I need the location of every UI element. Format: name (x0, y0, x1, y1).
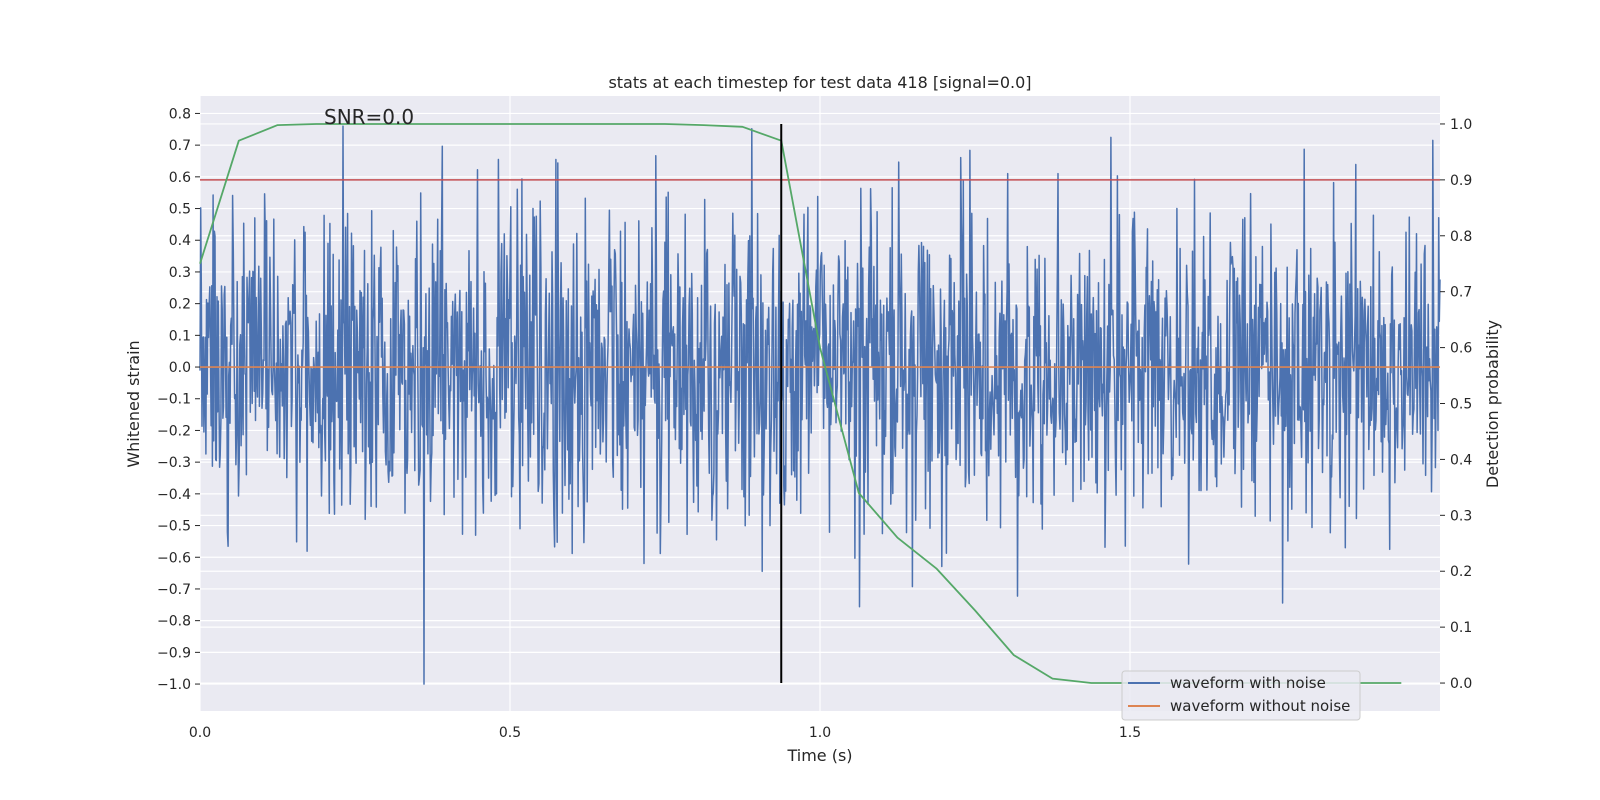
legend-box (1121, 670, 1361, 721)
y-tick-label: −0.7 (157, 582, 191, 598)
y-tick-label: −0.6 (157, 550, 191, 566)
x-tick-label: 1.5 (1119, 725, 1141, 741)
y-tick-label: 0.6 (169, 170, 191, 186)
y2-tick-label: 0.5 (1450, 397, 1472, 413)
y-tick-label: 0.0 (169, 360, 191, 376)
y-tick-label: 0.8 (169, 106, 191, 122)
y-tick-label: 0.3 (169, 265, 191, 281)
y-tick-label: −0.3 (157, 455, 191, 471)
y-tick-label: −0.1 (157, 392, 191, 408)
y-tick-label: 0.2 (169, 297, 191, 313)
x-tick-label: 1.0 (809, 725, 831, 741)
x-axis: 0.0 0.5 1.0 1.5 (189, 725, 1141, 741)
legend-label-noisy: waveform with noise (1170, 674, 1326, 692)
y-tick-label: −1.0 (157, 677, 191, 693)
y2-tick-label: 0.0 (1450, 676, 1472, 692)
y2-axis-label: Detection probability (1483, 320, 1502, 488)
y-tick-label: −0.2 (157, 423, 191, 439)
y-axis-right: 0.0 0.1 0.2 0.3 0.4 0.5 0.6 0.7 0.8 0.9 1.0 (1440, 117, 1472, 692)
x-axis-label: Time (s) (786, 746, 852, 765)
y-tick-label: −0.5 (157, 519, 191, 535)
chart-title: stats at each timestep for test data 418… (608, 73, 1031, 92)
legend: waveform with noise waveform without noi… (1121, 670, 1361, 721)
y-axis-left: −1.0 −0.9 −0.8 −0.7 −0.6 −0.5 −0.4 −0.3 −0.2 −0.1… (157, 106, 200, 693)
y2-tick-label: 0.2 (1450, 564, 1472, 580)
y-axis-label: Whitened strain (124, 340, 143, 467)
x-tick-label: 0.5 (499, 725, 521, 741)
y-tick-label: 0.4 (169, 233, 191, 249)
snr-annotation: SNR=0.0 (324, 105, 414, 129)
series-waveform-with-noise (199, 125, 1441, 685)
legend-label-clean: waveform without noise (1170, 697, 1350, 715)
y-tick-label: −0.8 (157, 614, 191, 630)
y2-tick-label: 0.3 (1450, 508, 1472, 524)
y2-tick-label: 0.8 (1450, 229, 1472, 245)
y2-tick-label: 1.0 (1450, 117, 1472, 133)
y-tick-label: 0.7 (169, 138, 191, 154)
y2-tick-label: 0.7 (1450, 285, 1472, 301)
y-tick-label: 0.5 (169, 202, 191, 218)
y-tick-label: −0.4 (157, 487, 191, 503)
y2-tick-label: 0.6 (1450, 341, 1472, 357)
y-tick-label: 0.1 (169, 328, 191, 344)
y2-tick-label: 0.1 (1450, 620, 1472, 636)
x-tick-label: 0.0 (189, 725, 211, 741)
y2-tick-label: 0.4 (1450, 452, 1472, 468)
y2-tick-label: 0.9 (1450, 173, 1472, 189)
y-tick-label: −0.9 (157, 645, 191, 661)
